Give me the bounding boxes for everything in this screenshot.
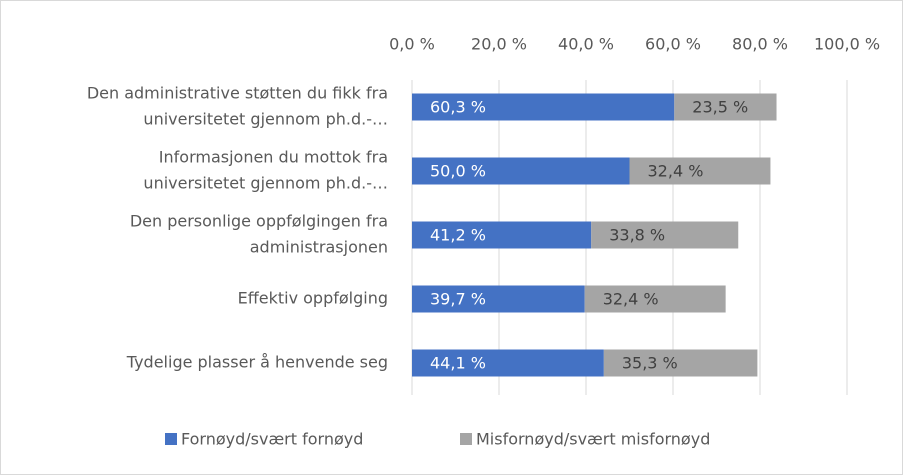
legend-swatch bbox=[460, 433, 472, 445]
category-label: Tydelige plasser å henvende seg bbox=[126, 353, 388, 372]
value-label: 23,5 % bbox=[692, 98, 748, 117]
value-label: 32,4 % bbox=[648, 162, 704, 181]
value-label: 60,3 % bbox=[430, 98, 486, 117]
category-label: Den administrative støtten du fikk fra bbox=[87, 84, 388, 103]
bar-segment bbox=[412, 349, 604, 377]
category-label: universitetet gjennom ph.d.-… bbox=[143, 110, 388, 129]
x-tick-label: 100,0 % bbox=[814, 35, 880, 54]
bar-segment bbox=[412, 157, 630, 185]
bar-segment bbox=[603, 349, 758, 377]
value-label: 35,3 % bbox=[622, 354, 678, 373]
x-tick-label: 40,0 % bbox=[558, 35, 614, 54]
x-tick-label: 60,0 % bbox=[645, 35, 701, 54]
bar-segment bbox=[584, 285, 726, 313]
value-label: 50,0 % bbox=[430, 162, 486, 181]
bar-segment bbox=[629, 157, 771, 185]
bar-segment bbox=[412, 285, 585, 313]
legend-label: Misfornøyd/svært misfornøyd bbox=[476, 430, 710, 449]
legend-label: Fornøyd/svært fornøyd bbox=[181, 430, 363, 449]
value-label: 44,1 % bbox=[430, 354, 486, 373]
category-label: Effektiv oppfølging bbox=[238, 289, 388, 308]
x-tick-label: 20,0 % bbox=[471, 35, 527, 54]
x-tick-label: 0,0 % bbox=[389, 35, 435, 54]
value-label: 41,2 % bbox=[430, 226, 486, 245]
bar-segment bbox=[591, 221, 739, 249]
x-tick-label: 80,0 % bbox=[732, 35, 788, 54]
bar-segment bbox=[674, 93, 777, 121]
legend-swatch bbox=[165, 433, 177, 445]
bar-segment bbox=[412, 93, 675, 121]
category-label: universitetet gjennom ph.d.-… bbox=[143, 174, 388, 193]
category-label: administrasjonen bbox=[250, 238, 388, 257]
bar-segment bbox=[412, 221, 592, 249]
category-label: Informasjonen du mottok fra bbox=[159, 148, 388, 167]
value-label: 32,4 % bbox=[603, 290, 659, 309]
value-label: 39,7 % bbox=[430, 290, 486, 309]
value-label: 33,8 % bbox=[609, 226, 665, 245]
category-label: Den personlige oppfølgingen fra bbox=[130, 212, 388, 231]
